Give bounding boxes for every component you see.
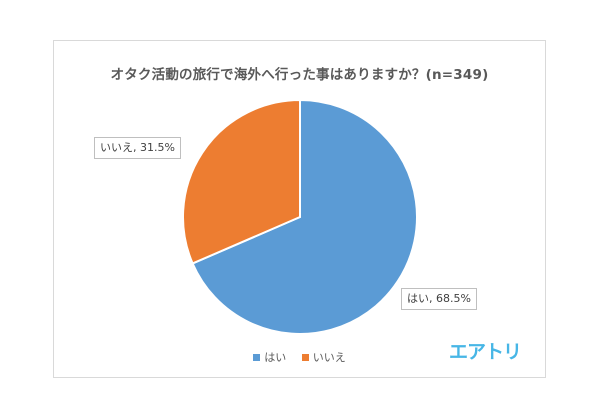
pie-chart <box>182 98 418 335</box>
chart-title: オタク活動の旅行で海外へ行った事はありますか？(n=349) <box>110 67 489 83</box>
legend-swatch-yes <box>253 353 261 361</box>
legend-label-yes: はい <box>264 351 287 364</box>
legend-item-no: いいえ <box>301 349 346 365</box>
pie-slice-yes <box>191 98 418 335</box>
legend-swatch-no <box>301 353 309 361</box>
brand-logo: エアトリ <box>448 341 522 363</box>
chart-frame: オタク活動の旅行で海外へ行った事はありますか？(n=349) はい, 68.5%… <box>53 40 546 378</box>
pie-slice-no <box>182 98 301 265</box>
legend-label-no: いいえ <box>312 351 346 364</box>
data-label-yes: はい, 68.5% <box>401 288 477 310</box>
legend: はい いいえ <box>54 349 545 365</box>
data-label-no: いいえ, 31.5% <box>94 137 181 159</box>
legend-item-yes: はい <box>253 349 286 365</box>
